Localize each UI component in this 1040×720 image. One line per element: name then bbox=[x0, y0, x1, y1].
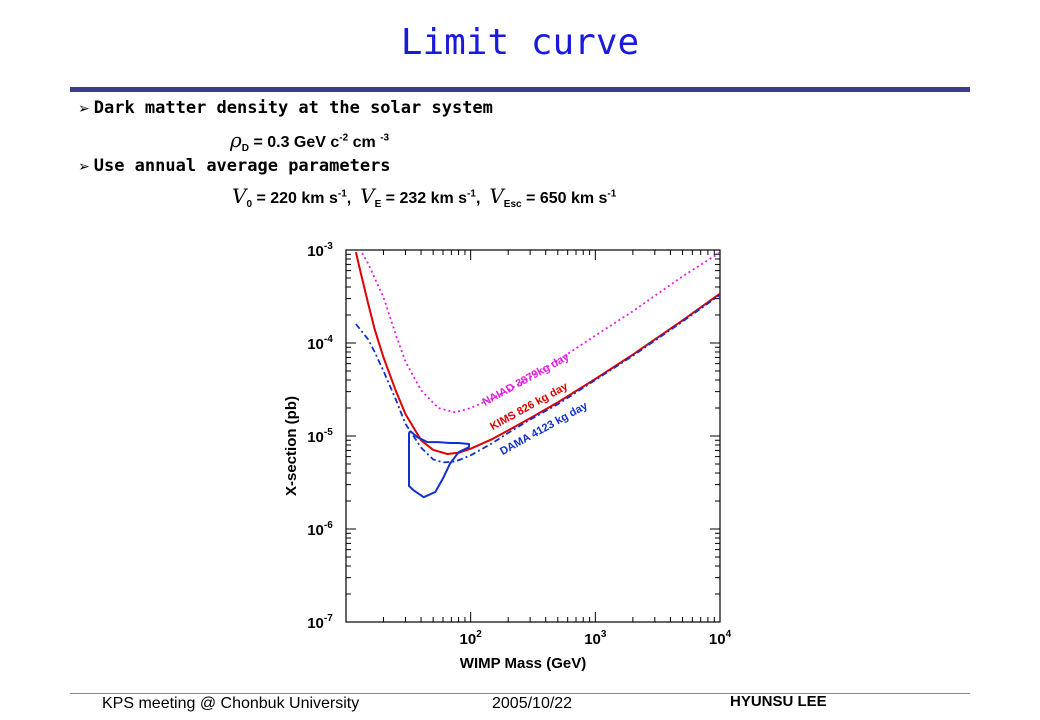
bullet-text: Use annual average parameters bbox=[93, 156, 391, 176]
bullet-parameters: ➢ Use annual average parameters bbox=[78, 156, 391, 176]
y-tick-label: 10-6 bbox=[307, 520, 333, 539]
footer-author: HYUNSU LEE bbox=[730, 693, 827, 710]
bullet-density: ➢ Dark matter density at the solar system bbox=[78, 98, 493, 118]
series-line-dama-4123-kg-day bbox=[355, 294, 720, 464]
x-tick-label: 104 bbox=[709, 629, 732, 648]
footer-rule bbox=[70, 693, 970, 694]
arrow-bullet-icon: ➢ bbox=[78, 101, 90, 117]
y-axis-title: X-section (pb) bbox=[283, 396, 300, 496]
limit-curve-chart: 102 103 104 10-3 10-4 10-5 10-6 10-7 WIMP Mass (… bbox=[274, 232, 754, 672]
y-tick-label: 10-3 bbox=[307, 241, 333, 260]
y-tick-label: 10-7 bbox=[307, 613, 333, 632]
title-underline bbox=[70, 87, 970, 92]
x-tick-label: 103 bbox=[584, 629, 607, 648]
slide-title: Limit curve bbox=[400, 22, 640, 63]
series-line-dama-allowed-region bbox=[408, 430, 470, 499]
x-axis-title: WIMP Mass (GeV) bbox=[460, 655, 586, 672]
arrow-bullet-icon: ➢ bbox=[78, 159, 90, 175]
chart-svg: 102 103 104 10-3 10-4 10-5 10-6 10-7 WIMP Mass (… bbox=[283, 241, 732, 672]
density-formula: ρD = 0.3 GeV c-2 cm -3 bbox=[230, 128, 390, 155]
velocity-formula: V0 = 220 km s-1, VE = 232 km s-1, VEsc =… bbox=[232, 184, 617, 211]
footer-event: KPS meeting @ Chonbuk University bbox=[102, 695, 360, 712]
series-line-naiad-3879kg-day bbox=[361, 251, 720, 414]
series-line-kims-826-kg-day bbox=[354, 251, 720, 455]
footer-date: 2005/10/22 bbox=[492, 695, 573, 712]
y-tick-label: 10-5 bbox=[307, 427, 333, 446]
bullet-text: Dark matter density at the solar system bbox=[93, 98, 493, 118]
x-tick-label: 102 bbox=[460, 629, 483, 648]
y-tick-label: 10-4 bbox=[307, 334, 333, 353]
